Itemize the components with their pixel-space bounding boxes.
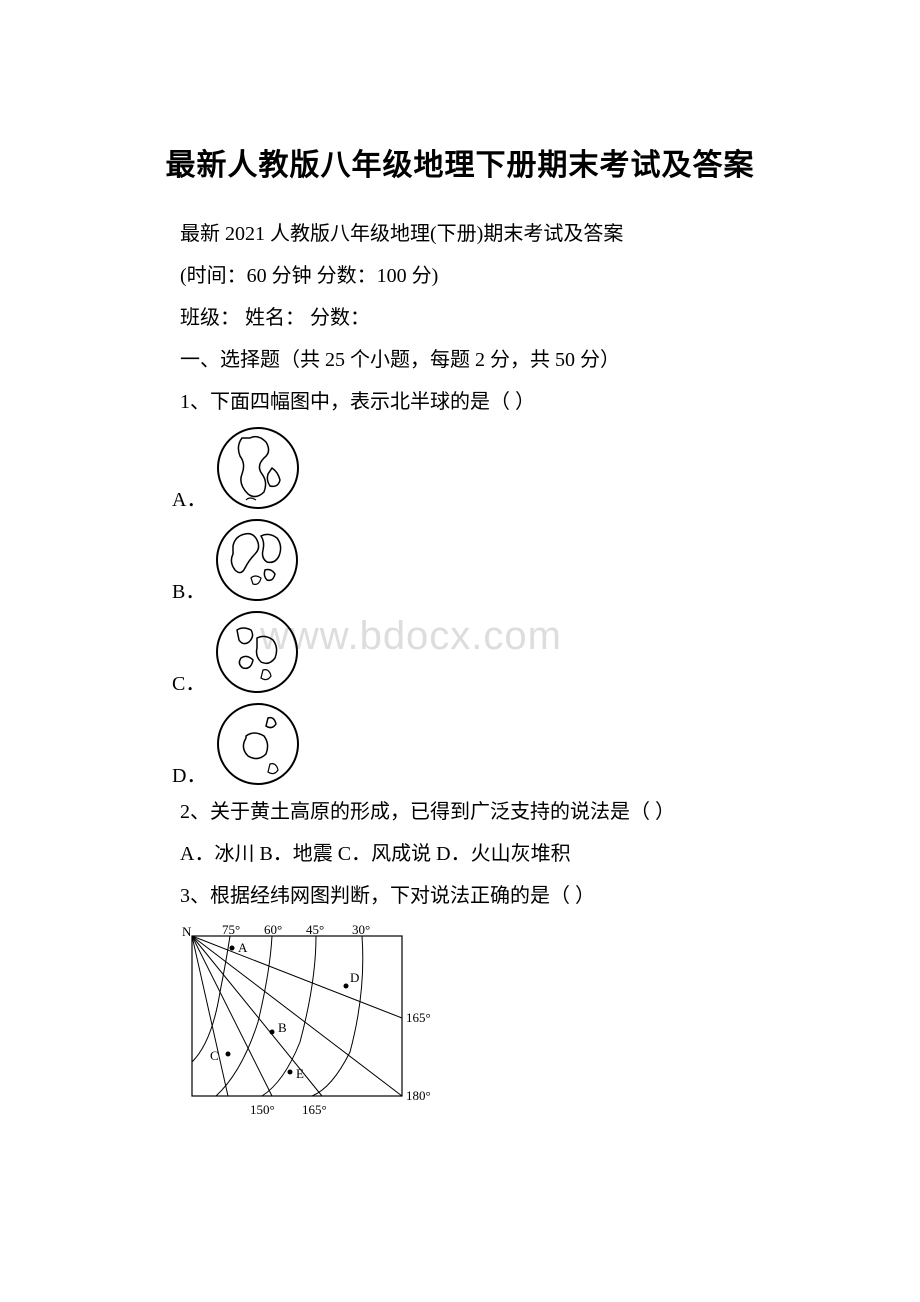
globe-icon bbox=[213, 516, 301, 604]
question-3: 3、根据经纬网图判断，下对说法正确的是（ ） bbox=[140, 876, 780, 916]
svg-text:75°: 75° bbox=[222, 922, 240, 937]
svg-text:E: E bbox=[296, 1066, 304, 1081]
option-label: B． bbox=[172, 575, 205, 604]
header-fields: 班级： 姓名： 分数： bbox=[140, 298, 780, 338]
n-label: N bbox=[182, 924, 192, 939]
document-content: 最新人教版八年级地理下册期末考试及答案 最新 2021 人教版八年级地理(下册)… bbox=[140, 140, 780, 1127]
option-label: C． bbox=[172, 667, 205, 696]
q1-option-a: A． bbox=[172, 424, 780, 512]
globe-icon bbox=[213, 608, 301, 696]
question-2: 2、关于黄土高原的形成，已得到广泛支持的说法是（ ） bbox=[140, 792, 780, 832]
svg-text:D: D bbox=[350, 970, 359, 985]
q3-diagram: N 75° 60° 45° 30° 165° 180° 150° 165° A … bbox=[172, 922, 780, 1127]
q1-option-b: B． bbox=[172, 516, 780, 604]
svg-text:165°: 165° bbox=[406, 1010, 431, 1025]
option-label: A． bbox=[172, 483, 206, 512]
page-title: 最新人教版八年级地理下册期末考试及答案 bbox=[140, 140, 780, 184]
option-label: D． bbox=[172, 759, 206, 788]
svg-text:180°: 180° bbox=[406, 1088, 431, 1103]
q1-option-d: D． bbox=[172, 700, 780, 788]
svg-text:A: A bbox=[238, 940, 248, 955]
exam-info: (时间：60 分钟 分数：100 分) bbox=[140, 256, 780, 296]
svg-text:165°: 165° bbox=[302, 1102, 327, 1117]
section-1-heading: 一、选择题（共 25 个小题，每题 2 分，共 50 分） bbox=[140, 340, 780, 380]
question-1: 1、下面四幅图中，表示北半球的是（ ） bbox=[140, 382, 780, 422]
subtitle: 最新 2021 人教版八年级地理(下册)期末考试及答案 bbox=[140, 214, 780, 254]
q1-option-c: C． bbox=[172, 608, 780, 696]
globe-icon bbox=[214, 700, 302, 788]
svg-text:30°: 30° bbox=[352, 922, 370, 937]
svg-text:B: B bbox=[278, 1020, 287, 1035]
svg-text:45°: 45° bbox=[306, 922, 324, 937]
globe-icon bbox=[214, 424, 302, 512]
svg-text:60°: 60° bbox=[264, 922, 282, 937]
svg-text:150°: 150° bbox=[250, 1102, 275, 1117]
q2-options: A．冰川 B．地震 C．风成说 D．火山灰堆积 bbox=[180, 834, 780, 874]
svg-text:C: C bbox=[210, 1048, 219, 1063]
